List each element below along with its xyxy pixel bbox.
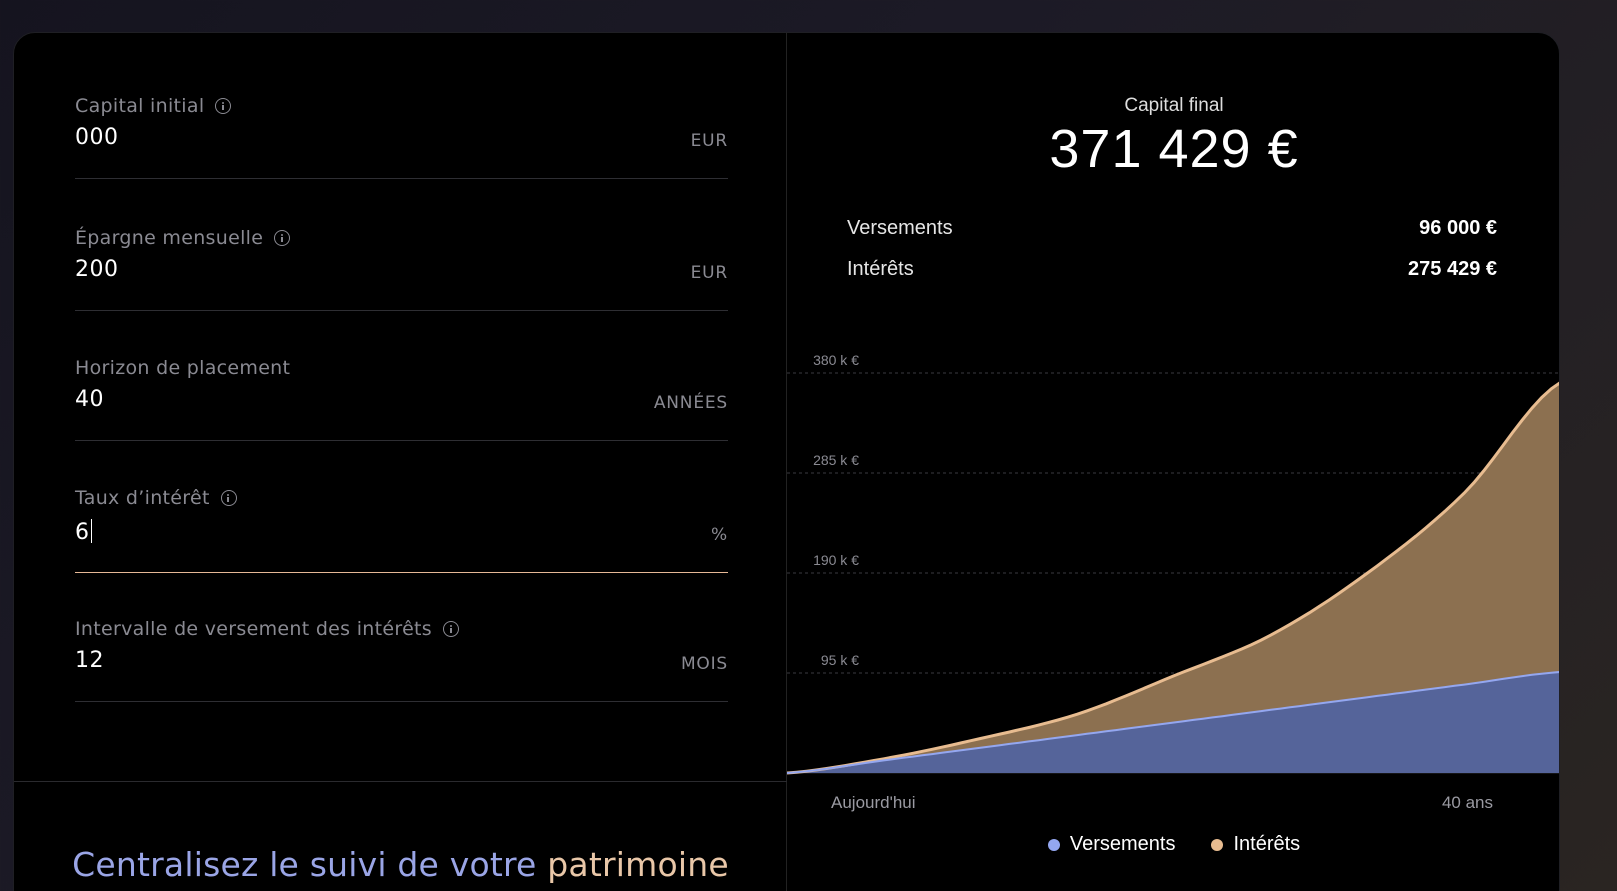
text-caret [90,519,92,543]
intervalle-unit: MOIS [680,654,728,674]
capital-initial-input[interactable] [75,125,635,150]
capital-final-value: 371 429 € [1049,119,1299,179]
horizon-field[interactable]: Horizon de placement ANNÉES [75,357,728,441]
summary-label: Versements [847,217,953,239]
epargne-mensuelle-field[interactable]: Épargne mensuelle EUR [75,227,728,311]
capital-initial-unit: EUR [690,131,728,151]
summary-label: Intérêts [847,258,914,280]
calculator-card: Capital initial EUR Épargne mensuelle EU… [13,32,1560,891]
horizon-input[interactable] [75,387,635,412]
y-tick-label: 285 k € [813,452,859,468]
section-divider [14,781,787,782]
legend-item-versements[interactable]: Versements [1047,833,1175,856]
legend-item-interets[interactable]: Intérêts [1211,833,1300,856]
interets-area [787,383,1559,773]
horizon-label: Horizon de placement [75,357,291,379]
capital-initial-field[interactable]: Capital initial EUR [75,95,728,179]
info-icon[interactable] [215,98,232,114]
y-tick-label: 95 k € [821,652,859,668]
interets-line [787,381,1559,775]
versements-area [787,672,1559,773]
x-tick-label: 40 ans [1442,793,1493,812]
info-icon[interactable] [274,230,291,246]
x-tick-label: Aujourd'hui [831,793,916,812]
y-tick-label: 380 k € [813,352,859,368]
epargne-mensuelle-label: Épargne mensuelle [75,227,291,249]
legend-dot [1047,838,1060,851]
capital-final-label: Capital final [1124,95,1224,116]
intervalle-label: Intervalle de versement des intérêts [75,618,460,640]
info-icon[interactable] [220,490,237,506]
result-panel: Capital final 371 429 € Versements 96 00… [787,33,1559,891]
capital-initial-label: Capital initial [75,95,232,117]
input-panel: Capital initial EUR Épargne mensuelle EU… [14,33,787,891]
y-tick-label: 190 k € [813,552,859,568]
taux-interet-label: Taux d’intérêt [75,487,237,509]
epargne-mensuelle-input[interactable] [75,257,635,282]
intervalle-field[interactable]: Intervalle de versement des intérêts MOI… [75,618,728,702]
promo-heading: Centralisez le suivi de votre patrimoine [72,845,729,884]
summary-value: 275 429 € [1408,258,1497,280]
legend-dot [1211,838,1224,851]
info-icon[interactable] [443,621,460,637]
epargne-mensuelle-unit: EUR [690,263,728,283]
intervalle-input[interactable] [75,648,635,673]
taux-interet-input[interactable]: 6 [75,519,635,545]
growth-chart: 95 k €190 k €285 k €380 k € Aujourd'hui … [787,352,1559,812]
taux-interet-field[interactable]: Taux d’intérêt 6 % [75,487,728,573]
versements-line [787,671,1559,774]
horizon-unit: ANNÉES [653,393,728,413]
summary-value: 96 000 € [1419,217,1497,239]
taux-interet-unit: % [711,525,728,545]
chart-legend: Versements Intérêts [787,833,1559,856]
